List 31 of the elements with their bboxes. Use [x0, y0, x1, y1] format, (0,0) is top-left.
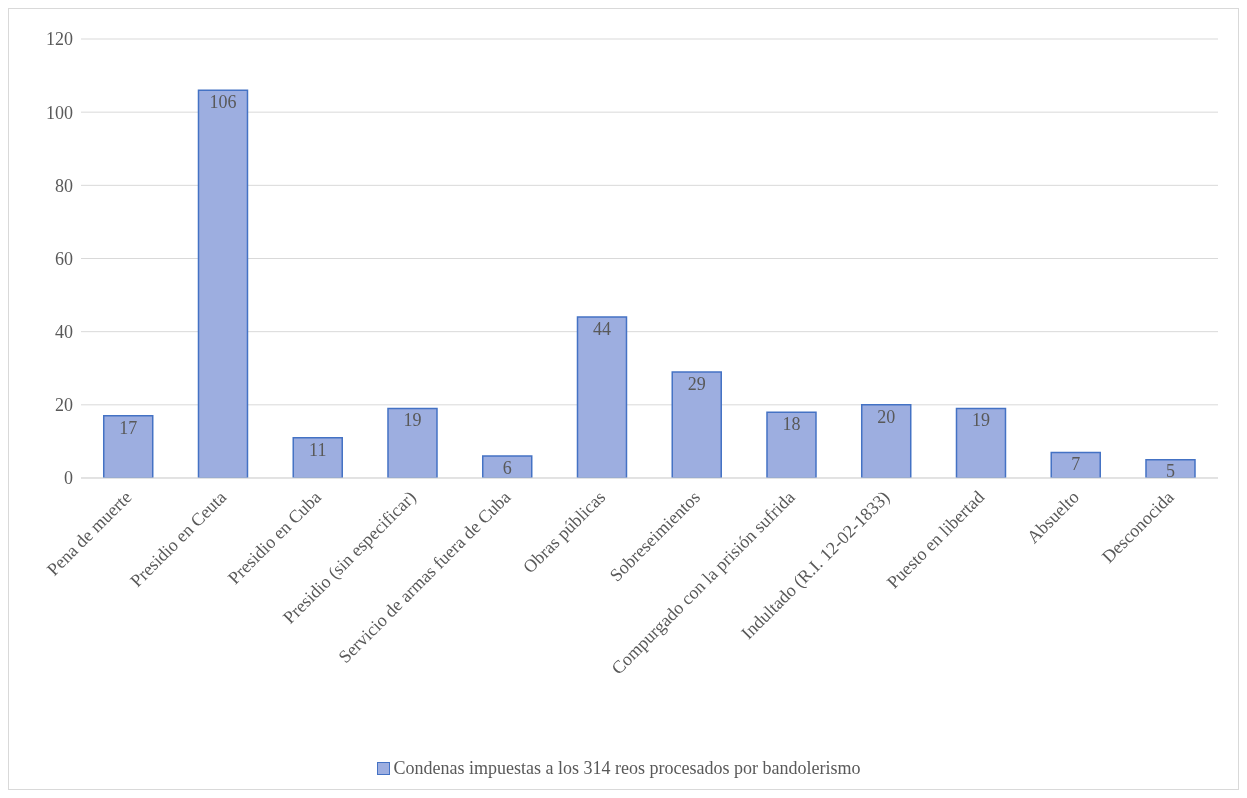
legend-label: Condenas impuestas a los 314 reos procesados por bandolerismo [392, 758, 861, 779]
data-label: 18 [782, 413, 801, 434]
bar [197, 89, 249, 478]
data-label: 19 [403, 410, 422, 431]
data-label: 17 [119, 417, 138, 438]
y-tick-label: 0 [64, 468, 73, 489]
bar [1050, 451, 1101, 478]
bar [955, 407, 1007, 478]
bar [292, 437, 343, 478]
y-tick-label: 120 [46, 29, 73, 50]
data-label: 7 [1071, 454, 1081, 475]
data-label: 20 [877, 406, 896, 427]
bar [387, 407, 438, 478]
data-label: 19 [971, 410, 990, 431]
data-label: 5 [1165, 461, 1175, 482]
data-label: 11 [309, 439, 327, 460]
data-label: 44 [592, 318, 611, 339]
bar [576, 316, 628, 478]
bar [860, 404, 912, 478]
y-tick-label: 80 [55, 175, 73, 196]
bar [481, 455, 533, 478]
bar [671, 371, 722, 478]
y-tick-label: 60 [55, 248, 73, 269]
y-tick-label: 40 [55, 322, 73, 343]
data-label: 29 [687, 373, 706, 394]
y-tick-label: 100 [46, 102, 73, 123]
y-tick-label: 20 [55, 395, 73, 416]
data-label: 106 [209, 92, 237, 112]
bar [766, 411, 817, 478]
data-label: 6 [502, 457, 512, 478]
bar [102, 415, 154, 478]
